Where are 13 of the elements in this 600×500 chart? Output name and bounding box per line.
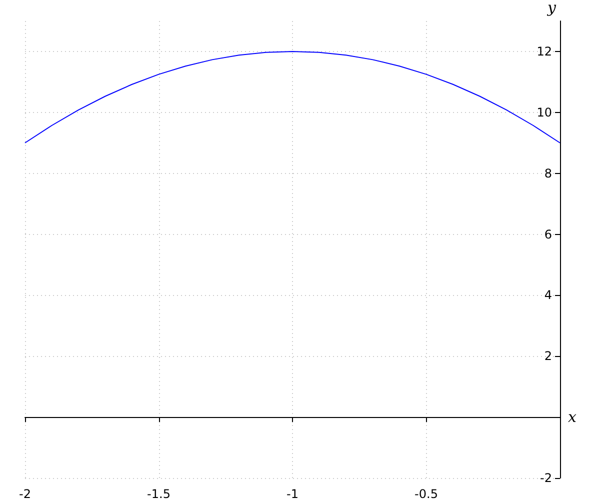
y-tick-label: 10 bbox=[536, 105, 552, 120]
x-tick-label: -2 bbox=[19, 487, 31, 500]
y-tick-label: 2 bbox=[544, 349, 552, 364]
y-tick-label: -2 bbox=[540, 471, 552, 485]
x-axis-title: x bbox=[568, 408, 577, 426]
y-tick-label: 8 bbox=[544, 166, 552, 180]
x-tick-label: -1.5 bbox=[147, 487, 170, 500]
y-tick-label: 6 bbox=[544, 227, 552, 242]
y-tick-label: 12 bbox=[536, 44, 552, 58]
x-tick-label: -1 bbox=[286, 487, 298, 500]
y-axis-title: y bbox=[546, 0, 557, 16]
y-tick-label: 4 bbox=[544, 288, 552, 302]
x-tick-label: -0.5 bbox=[414, 487, 438, 500]
